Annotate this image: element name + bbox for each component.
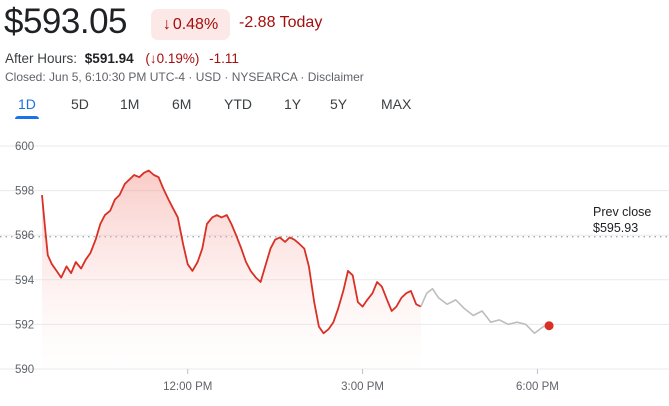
change-today: -2.88 Today bbox=[239, 14, 323, 31]
chart-markers bbox=[544, 321, 554, 331]
last-price-marker bbox=[544, 321, 554, 331]
prev-close-label: Prev close bbox=[593, 205, 651, 219]
y-tick-label: 594 bbox=[15, 275, 35, 287]
x-tick-label: 6:00 PM bbox=[516, 381, 559, 393]
chart-lines bbox=[41, 169, 550, 335]
tab-max[interactable]: MAX bbox=[381, 96, 412, 112]
x-tick-label: 3:00 PM bbox=[341, 381, 384, 393]
tab-6m[interactable]: 6M bbox=[172, 96, 192, 112]
after-hours-label: After Hours: bbox=[5, 51, 78, 66]
x-axis-ticks: 12:00 PM 3:00 PM 6:00 PM bbox=[163, 369, 559, 393]
tab-ytd[interactable]: YTD bbox=[224, 96, 252, 112]
price-chart[interactable]: Prev close $595.93 590 592 594 596 598 600 12:… bbox=[0, 130, 669, 406]
x-tick-label: 12:00 PM bbox=[163, 381, 212, 393]
after-hours-price: $591.94 bbox=[84, 51, 134, 66]
regular-session-line bbox=[41, 169, 422, 335]
tab-1m[interactable]: 1M bbox=[120, 96, 140, 112]
y-tick-label: 592 bbox=[15, 319, 34, 331]
y-tick-label: 596 bbox=[15, 230, 34, 242]
time-range-tabs: 1D 5D 1M 6M YTD 1Y 5Y MAX bbox=[0, 96, 669, 124]
tab-5y[interactable]: 5Y bbox=[330, 96, 348, 112]
change-percent: 0.48% bbox=[172, 15, 219, 33]
y-axis-ticks: 590 592 594 596 598 600 bbox=[15, 141, 35, 376]
current-price: $593.05 bbox=[4, 2, 128, 41]
regular-session-area bbox=[42, 170, 421, 369]
after-hours-change: -1.11 bbox=[209, 51, 239, 66]
down-arrow-icon: ↓ bbox=[162, 15, 171, 33]
tab-5d[interactable]: 5D bbox=[71, 96, 89, 112]
tab-1y[interactable]: 1Y bbox=[284, 96, 302, 112]
y-tick-label: 590 bbox=[15, 364, 34, 376]
after-hours-percent: (↓0.19%) bbox=[145, 51, 200, 66]
y-tick-label: 598 bbox=[15, 186, 34, 198]
after-hours-line bbox=[420, 287, 550, 335]
tab-1d[interactable]: 1D bbox=[15, 96, 39, 119]
market-status-line: Closed: Jun 5, 6:10:30 PM UTC-4 · USD · … bbox=[5, 70, 364, 84]
chart-area bbox=[42, 170, 421, 369]
prev-close-value: $595.93 bbox=[593, 221, 638, 235]
after-hours-row: After Hours: $591.94 (↓0.19%) -1.11 bbox=[5, 51, 239, 66]
change-percent-badge: ↓ 0.48% bbox=[151, 9, 230, 40]
y-tick-label: 600 bbox=[15, 141, 34, 153]
